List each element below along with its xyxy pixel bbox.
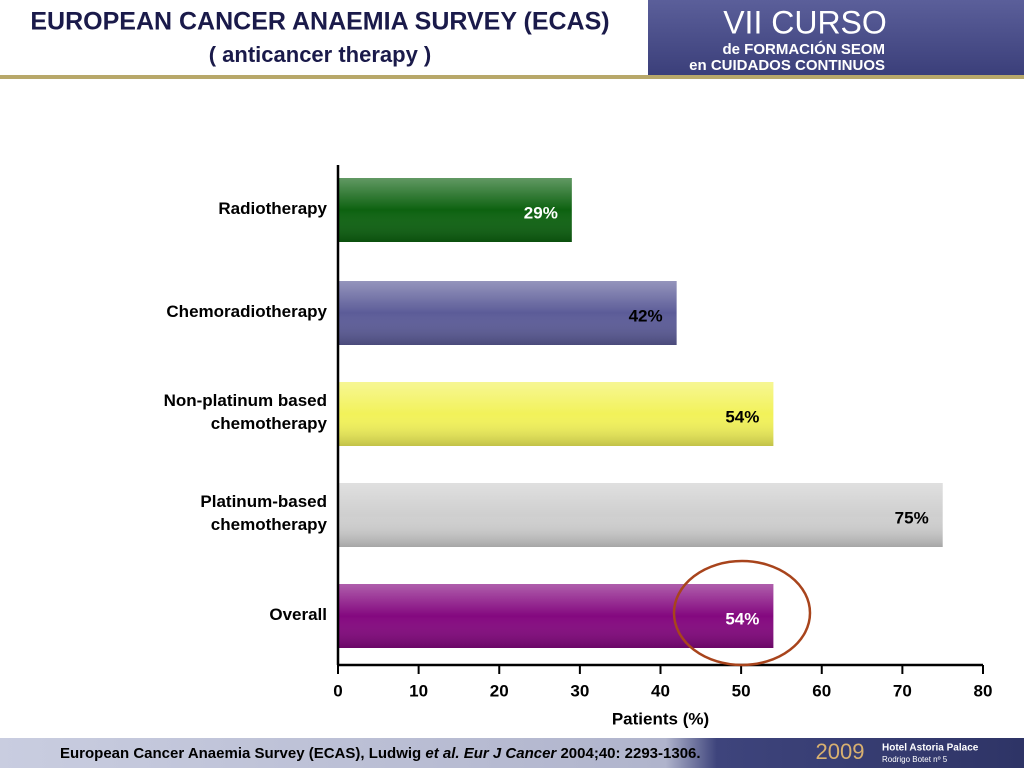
footer-venue: Hotel Astoria Palace [882, 743, 979, 754]
citation: European Cancer Anaemia Survey (ECAS), L… [60, 745, 701, 762]
category-label: Overall [269, 604, 327, 624]
category-label: Platinum-based chemotherapy [200, 492, 327, 534]
bar-shine [338, 281, 677, 345]
slide-subtitle: ( anticancer therapy ) [209, 42, 432, 67]
x-tick-label: 10 [409, 681, 428, 700]
x-tick-label: 60 [812, 681, 831, 700]
category-label: Radiotherapy [218, 198, 327, 218]
category-label: Non-platinum based chemotherapy [163, 391, 327, 433]
x-tick-label: 80 [974, 681, 993, 700]
x-tick-label: 50 [732, 681, 751, 700]
x-tick-label: 70 [893, 681, 912, 700]
bar-shine [338, 483, 943, 547]
citation-part: European Cancer Anaemia Survey (ECAS), L… [60, 745, 425, 762]
value-label: 54% [725, 407, 759, 426]
value-label: 75% [895, 508, 929, 527]
slide-title: EUROPEAN CANCER ANAEMIA SURVEY (ECAS) [30, 8, 609, 36]
x-axis-label: Patients (%) [612, 709, 709, 728]
value-label: 29% [524, 203, 558, 222]
bar-shine [338, 382, 774, 446]
x-tick-label: 20 [490, 681, 509, 700]
bar-shine [338, 178, 572, 242]
category-label: Chemoradiotherapy [166, 301, 327, 321]
banner [648, 0, 1024, 75]
citation-part: et al. Eur J Cancer [425, 745, 557, 762]
x-tick-label: 40 [651, 681, 670, 700]
footer-year: 2009 [816, 739, 865, 764]
highlight-circle [672, 559, 812, 667]
footer-venue: Rodrigo Botet nº 5 [882, 755, 948, 764]
bar-shine [338, 584, 774, 648]
banner-text: de FORMACIÓN SEOM [722, 40, 885, 58]
footer-band [0, 738, 1024, 768]
x-tick-label: 0 [333, 681, 342, 700]
banner-text: en CUIDADOS CONTINUOS [689, 57, 885, 74]
value-label: 54% [725, 609, 759, 628]
value-label: 42% [629, 306, 663, 325]
citation-part: 2004;40: 2293-1306. [556, 745, 700, 762]
x-tick-label: 30 [570, 681, 589, 700]
banner-text: VII CURSO [723, 4, 887, 40]
header-rule [0, 75, 1024, 79]
